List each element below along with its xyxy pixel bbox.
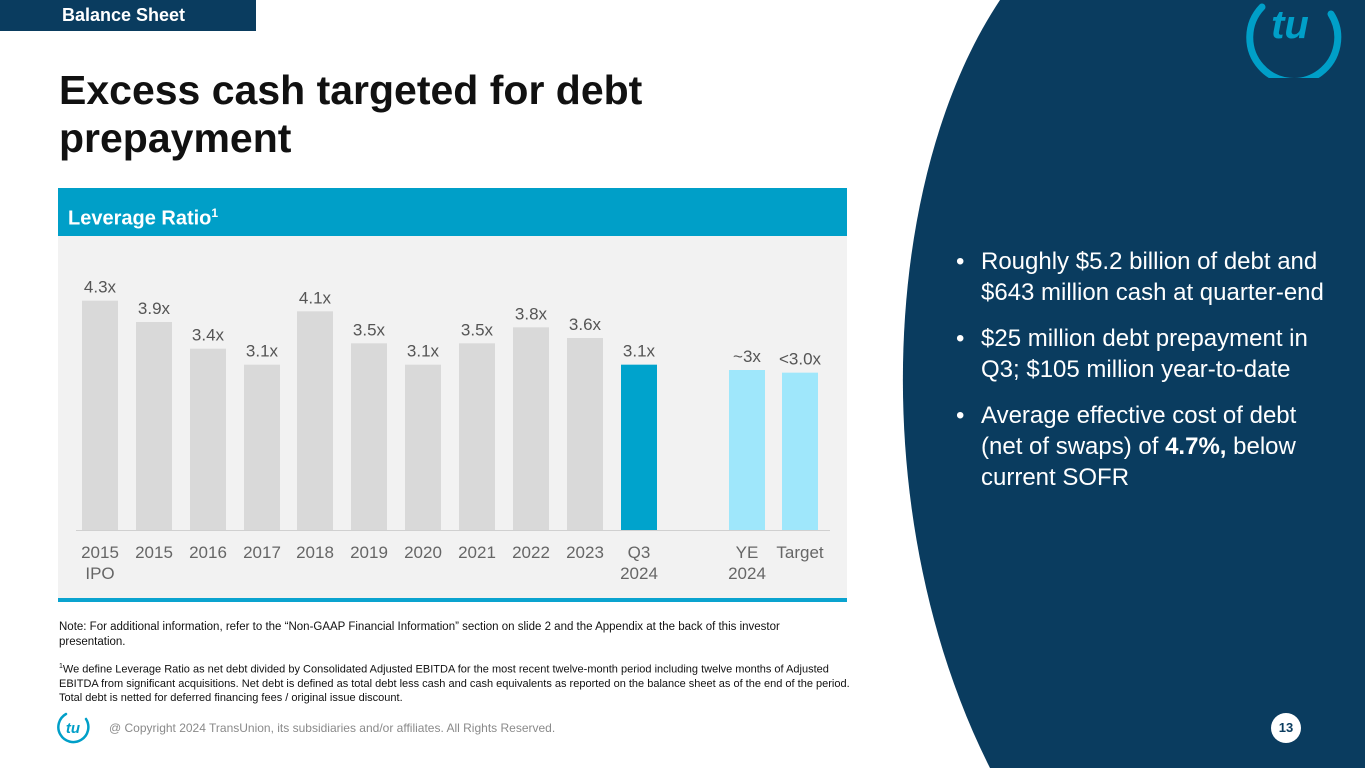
x-tick-label: 2015 bbox=[81, 543, 119, 562]
x-tick-label: 2017 bbox=[243, 543, 281, 562]
page-number: 13 bbox=[1271, 713, 1301, 743]
x-tick-label: 2015 bbox=[135, 543, 173, 562]
bar-q3-2024 bbox=[621, 364, 657, 530]
panel-header: Leverage Ratio1 bbox=[58, 188, 847, 236]
data-label: 3.8x bbox=[515, 304, 548, 323]
bar-target bbox=[782, 372, 818, 530]
transunion-logo: tu bbox=[1246, 3, 1342, 78]
panel-title: Leverage Ratio bbox=[68, 207, 212, 230]
leverage-ratio-chart: 4.3x 2015 IPO 3.9x 2015 3.4x 2016 3.1x 2017 4.1x 2… bbox=[76, 278, 830, 583]
x-tick-label: Q3 bbox=[628, 543, 651, 562]
x-tick-label: IPO bbox=[85, 564, 114, 583]
bullet-debt-cash: Roughly $5.2 billion of debt and $643 mi… bbox=[956, 246, 1336, 308]
bullet-cost-text-post: below current SOFR bbox=[981, 433, 1296, 491]
x-tick-label: Target bbox=[776, 543, 824, 562]
bullet-cost-text-pre: Average effective cost of debt (net of s… bbox=[981, 402, 1297, 460]
transunion-logo-text: tu bbox=[1271, 3, 1309, 47]
x-tick-label: 2022 bbox=[512, 543, 550, 562]
page-title: Excess cash targeted for debt prepayment bbox=[59, 67, 643, 161]
footnote-text: 1We define Leverage Ratio as net debt di… bbox=[59, 660, 869, 705]
bar-2017 bbox=[244, 364, 280, 530]
bar-2018 bbox=[297, 311, 333, 530]
note-text: Note: For additional information, refer … bbox=[59, 621, 780, 648]
copyright-text: @ Copyright 2024 TransUnion, its subsidi… bbox=[109, 721, 556, 735]
section-tag: Balance Sheet bbox=[0, 0, 256, 31]
x-tick-label: 2024 bbox=[620, 564, 658, 583]
bar-2021 bbox=[459, 343, 495, 530]
transunion-logo-small-text: tu bbox=[66, 720, 80, 737]
x-tick-label: 2021 bbox=[458, 543, 496, 562]
panel-title-footnote-ref: 1 bbox=[211, 206, 219, 220]
footnote-body: We define Leverage Ratio as net debt div… bbox=[59, 663, 850, 704]
x-tick-label: 2020 bbox=[404, 543, 442, 562]
x-tick-label: 2019 bbox=[350, 543, 388, 562]
x-tick-label: YE bbox=[736, 543, 759, 562]
x-tick-label: 2024 bbox=[728, 564, 766, 583]
bar-ye-2024 bbox=[729, 370, 765, 530]
x-tick-label: 2016 bbox=[189, 543, 227, 562]
bullet-cost-of-debt: Average effective cost of debt (net of s… bbox=[956, 400, 1336, 493]
data-label: 3.1x bbox=[623, 342, 656, 361]
data-label: ~3x bbox=[733, 347, 761, 366]
data-label: 3.5x bbox=[353, 320, 386, 339]
bar-2023 bbox=[567, 338, 603, 530]
bullet-prepayment: $25 million debt prepayment in Q3; $105 … bbox=[956, 323, 1336, 385]
data-label: 3.1x bbox=[407, 342, 440, 361]
x-tick-label: 2018 bbox=[296, 543, 334, 562]
bar-2016 bbox=[190, 348, 226, 530]
bar-2015-ipo bbox=[82, 300, 118, 530]
data-label: 3.1x bbox=[246, 342, 279, 361]
data-label: 4.1x bbox=[299, 288, 332, 307]
data-label: 4.3x bbox=[84, 278, 117, 297]
bar-2015 bbox=[136, 322, 172, 530]
data-label: 3.4x bbox=[192, 326, 225, 345]
data-label: <3.0x bbox=[779, 350, 822, 369]
bar-2022 bbox=[513, 327, 549, 530]
transunion-logo-small: tu bbox=[57, 712, 90, 744]
bar-2020 bbox=[405, 364, 441, 530]
footnote-marker: 1 bbox=[59, 663, 63, 670]
leverage-ratio-panel: Leverage Ratio1 4.3x 2015 IPO 3.9x 2015 3.4x 2… bbox=[58, 188, 847, 602]
key-points-list: Roughly $5.2 billion of debt and $643 mi… bbox=[956, 246, 1336, 508]
data-label: 3.6x bbox=[569, 315, 602, 334]
bar-2019 bbox=[351, 343, 387, 530]
bullet-cost-rate: 4.7%, bbox=[1165, 433, 1227, 460]
data-label: 3.5x bbox=[461, 320, 494, 339]
data-label: 3.9x bbox=[138, 299, 171, 318]
x-tick-label: 2023 bbox=[566, 543, 604, 562]
